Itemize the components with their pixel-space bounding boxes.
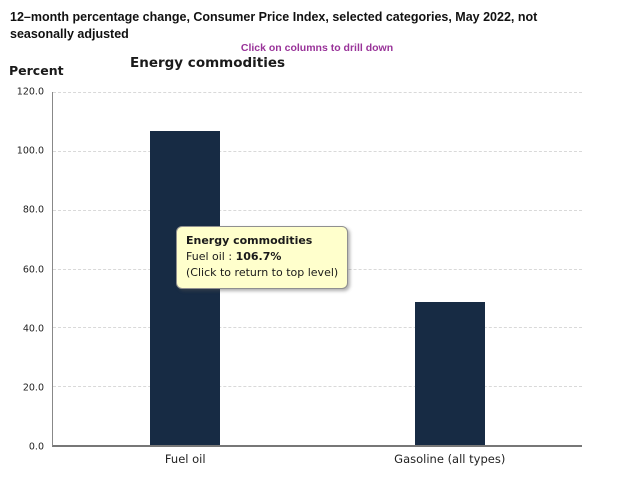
bar-tooltip: Energy commodities Fuel oil : 106.7% (Cl… [176, 226, 349, 289]
x-category-label-0: Fuel oil [164, 452, 206, 466]
y-tick-label-60: 60.0 [22, 264, 44, 275]
x-category-label-1: Gasoline (all types) [394, 452, 506, 466]
gridline-80 [53, 209, 582, 211]
drilldown-hint: Click on columns to drill down [240, 42, 394, 54]
y-tick-label-120: 120.0 [16, 86, 44, 98]
y-axis-tick-labels: 0.0 20.0 40.0 60.0 80.0 100.0 120.0 [0, 87, 44, 453]
tooltip-series-label: Fuel oil [186, 249, 225, 263]
gridline-20 [53, 386, 582, 388]
tooltip-value: 106.7% [235, 249, 282, 263]
y-tick-label-80: 80.0 [22, 204, 44, 216]
tooltip-title: Energy commodities [186, 234, 313, 247]
gridline-100 [53, 150, 582, 152]
gridline-40 [53, 327, 582, 329]
tooltip-note: (Click to return to top level) [186, 265, 339, 279]
y-tick-label-100: 100.0 [16, 145, 44, 157]
y-axis-unit-label: Percent [9, 63, 64, 78]
y-tick-label-0: 0.0 [28, 441, 44, 453]
tooltip-value-line: Fuel oil : 106.7% [186, 249, 338, 265]
bar-gasoline-all-types[interactable] [414, 301, 485, 445]
y-tick-label-40: 40.0 [22, 323, 44, 335]
gridline-120 [53, 92, 582, 93]
page-title: 12–month percentage change, Consumer Pri… [10, 10, 538, 41]
y-tick-label-20: 20.0 [22, 382, 44, 394]
tooltip-separator: : [224, 249, 236, 263]
chart-title: Energy commodities [130, 55, 286, 71]
